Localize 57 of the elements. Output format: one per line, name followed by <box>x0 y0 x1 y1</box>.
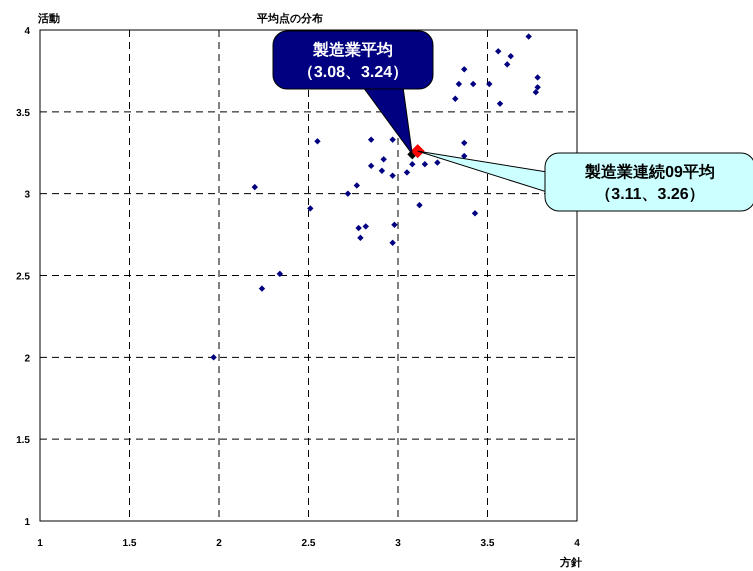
point <box>456 80 462 88</box>
point <box>307 205 314 212</box>
point <box>210 354 217 361</box>
y-tick-label: 4 <box>24 26 30 37</box>
point <box>344 190 352 197</box>
point <box>389 172 396 179</box>
x-tick-label: 4 <box>574 538 580 549</box>
point <box>534 84 541 90</box>
point <box>368 162 374 170</box>
point <box>368 136 374 143</box>
point <box>434 159 441 166</box>
point <box>389 240 396 246</box>
point <box>314 138 321 144</box>
point <box>504 61 510 68</box>
x-tick-label: 3.5 <box>480 538 495 549</box>
annotation: （3.08、3.24） <box>298 64 408 81</box>
point <box>422 161 428 168</box>
x-axis-title: 方針 <box>559 556 582 569</box>
y-tick-label: 2 <box>24 353 30 364</box>
y-axis-title: 活動 <box>37 12 60 25</box>
point <box>404 169 410 176</box>
x-tick-label: 3 <box>395 538 402 549</box>
point <box>452 96 458 102</box>
point <box>532 88 540 96</box>
point <box>534 74 541 81</box>
annotation: 製造業平均 <box>312 41 393 59</box>
x-tick-label: 1.5 <box>122 538 137 549</box>
point <box>416 202 423 208</box>
point <box>525 33 532 40</box>
y-tick-label: 1.5 <box>16 435 30 446</box>
point <box>276 270 284 278</box>
point <box>461 140 468 146</box>
point <box>357 234 364 242</box>
x-tick-label: 2 <box>216 538 222 549</box>
point <box>354 182 360 189</box>
point <box>472 210 478 217</box>
y-tick-label: 3.5 <box>16 108 30 119</box>
x-tick-label: 2.5 <box>302 538 316 549</box>
point <box>508 52 514 60</box>
x-tick-label: 1 <box>37 538 44 549</box>
y-tick-label: 1 <box>24 517 30 528</box>
point <box>409 161 416 168</box>
point <box>461 66 468 72</box>
point <box>380 156 387 162</box>
y-tick-label: 2.5 <box>16 272 30 282</box>
point <box>391 222 398 228</box>
point <box>355 224 362 232</box>
point <box>389 136 396 143</box>
point <box>252 184 258 190</box>
point <box>362 223 369 230</box>
point <box>258 285 266 292</box>
y-tick-label: 3 <box>24 190 30 201</box>
point <box>496 100 504 107</box>
point <box>495 48 502 54</box>
point <box>470 80 476 88</box>
chart-title: 平均点の分布 <box>256 12 323 25</box>
point <box>378 168 386 174</box>
